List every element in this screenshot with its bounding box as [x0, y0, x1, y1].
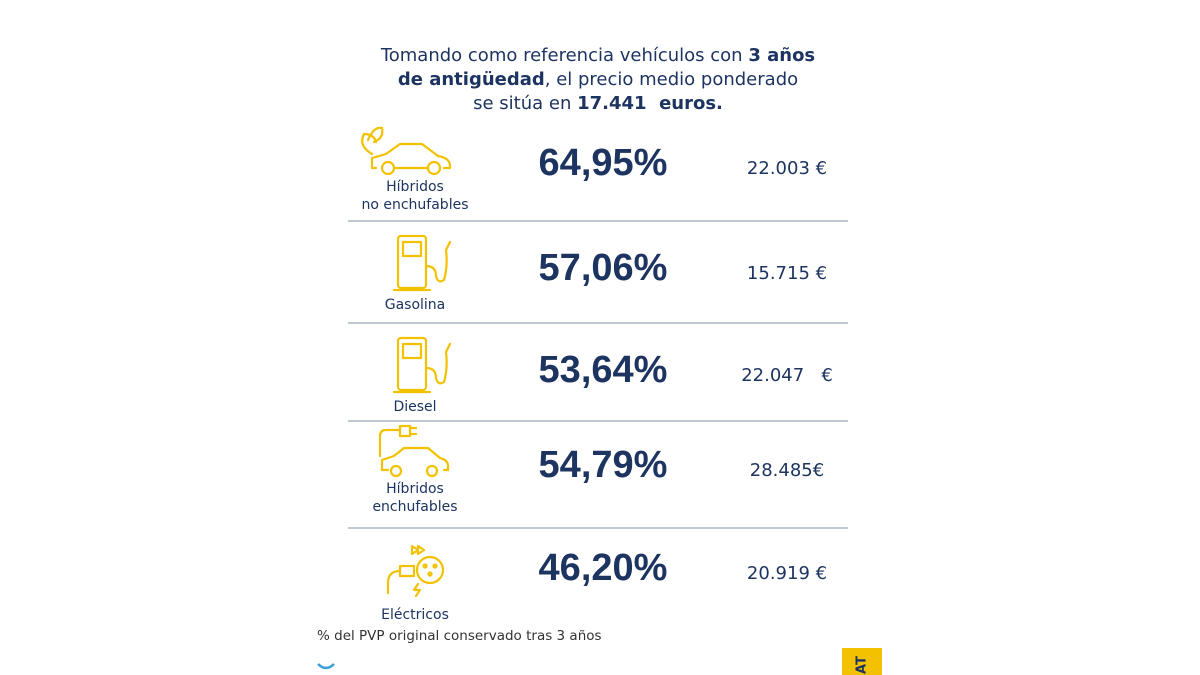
vehicle-label: no enchufables [361, 197, 468, 213]
percent: 54,79% [539, 444, 668, 486]
price: 22.003 € [747, 158, 827, 179]
percent: 57,06% [539, 247, 668, 289]
vehicle-label: Híbridos [386, 179, 444, 195]
logo-fragment [317, 663, 335, 670]
plugin-car-icon [378, 424, 450, 478]
price: 20.919 € [747, 563, 827, 584]
vehicle-label: enchufables [372, 499, 457, 515]
price: 28.485€ [750, 460, 824, 481]
fuel-pump-icon [392, 336, 452, 394]
percent: 64,95% [539, 142, 668, 184]
logo-fragment [842, 648, 882, 675]
footnote: % del PVP original conservado tras 3 año… [317, 628, 602, 644]
intro-text: , el precio medio ponderado [545, 69, 798, 90]
intro-bold: 3 años [748, 45, 815, 66]
intro-line: se sitúa en 17.441 euros. [473, 93, 723, 114]
vehicle-label: Diesel [393, 399, 436, 415]
vehicle-label: Eléctricos [381, 607, 449, 623]
charger-icon [386, 544, 445, 598]
separators [348, 220, 848, 529]
intro-text: Tomando como referencia vehículos con [380, 45, 748, 66]
intro-bold: de antigüedad [398, 69, 545, 90]
percent: 53,64% [539, 349, 668, 391]
vehicle-label: Gasolina [385, 297, 446, 313]
price: 15.715 € [747, 263, 827, 284]
intro-line: Tomando como referencia vehículos con 3 … [380, 45, 815, 66]
price: 22.047 € [741, 365, 833, 386]
percent: 46,20% [539, 547, 668, 589]
logo-fragment: AT [855, 656, 870, 674]
hybrid-car-icon [361, 126, 452, 176]
vehicle-label: Híbridos [386, 481, 444, 497]
intro-line: de antigüedad, el precio medio ponderado [398, 69, 798, 90]
fuel-pump-icon [392, 234, 452, 292]
intro-bold: 17.441 euros. [577, 93, 723, 114]
intro-text: se sitúa en [473, 93, 577, 114]
